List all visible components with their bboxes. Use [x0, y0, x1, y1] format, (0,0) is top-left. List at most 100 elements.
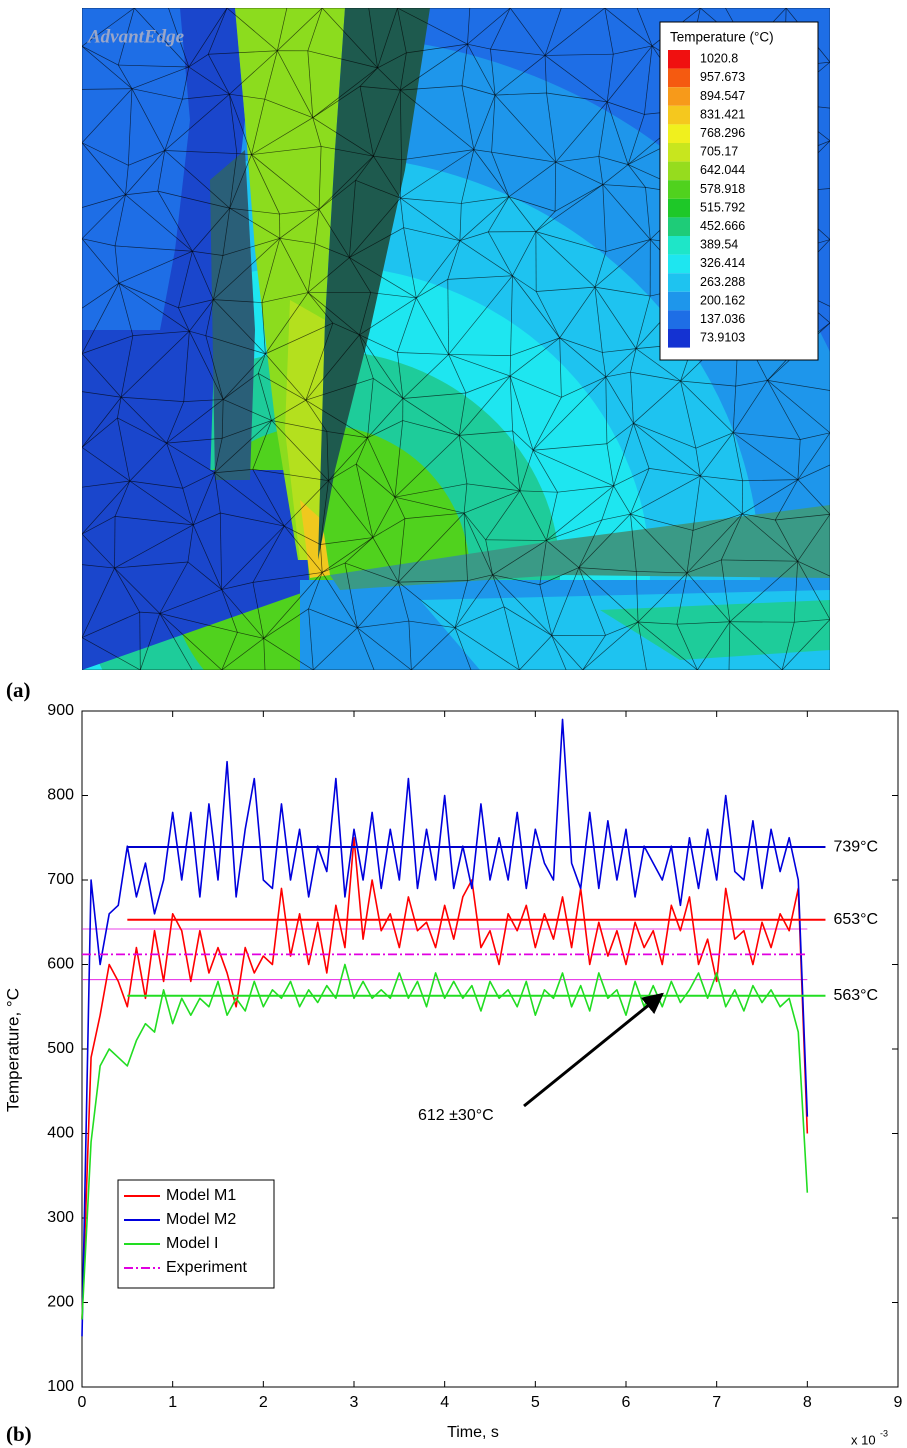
mesh-edge — [229, 50, 278, 95]
mesh-edge — [767, 380, 830, 391]
mesh-edge — [178, 307, 190, 332]
mesh-edge — [467, 43, 491, 50]
mesh-edge — [536, 286, 595, 292]
colorbar-label: 894.547 — [700, 89, 745, 103]
line-chart: 100 200 300 400 500 600 700 800 900 0 1 2 3 4 5 6 7 8 9 739… — [47, 702, 902, 1411]
mesh-edge — [125, 150, 166, 196]
panel-label: (a) — [6, 678, 31, 702]
mesh-edge — [546, 492, 558, 541]
mesh-edge — [284, 525, 323, 573]
mesh-edge — [532, 397, 562, 451]
mesh-edge — [192, 251, 214, 300]
mesh-edge — [223, 399, 272, 421]
mesh-edge — [400, 89, 475, 150]
mesh-edge — [633, 422, 701, 477]
colorbar-swatch — [668, 198, 690, 218]
mesh-edge — [193, 512, 221, 526]
mesh-edge — [307, 8, 323, 51]
mesh-edge — [82, 516, 116, 535]
mesh-edge — [594, 286, 637, 349]
mesh-edge — [312, 117, 374, 157]
mesh-edge — [284, 480, 329, 527]
mesh-edge — [551, 635, 567, 670]
mesh-edge — [377, 67, 401, 91]
mesh-edge — [359, 292, 372, 335]
mesh-edge — [775, 513, 830, 521]
mesh-edge — [188, 53, 209, 68]
colorbar-swatch — [668, 124, 690, 143]
mesh-edge — [82, 283, 120, 354]
mesh-edge — [633, 380, 681, 424]
mesh-edge — [742, 479, 799, 515]
mesh-edge — [372, 518, 406, 538]
mesh-edge — [349, 180, 356, 258]
mesh-edge — [559, 337, 562, 398]
mesh-edge — [551, 567, 580, 636]
mesh-edge — [399, 90, 402, 160]
mesh-edge — [114, 524, 194, 569]
mesh-edge — [332, 322, 360, 336]
mesh-edge — [559, 337, 603, 353]
mesh-edge — [189, 331, 224, 400]
mesh-edge — [213, 238, 281, 300]
mesh-edge — [512, 275, 537, 292]
mesh-edge — [349, 257, 417, 299]
mesh-edge — [578, 519, 603, 568]
mesh-edge — [519, 450, 534, 491]
mesh-edge — [166, 399, 224, 444]
mesh-edge — [357, 627, 412, 670]
mesh-edge — [252, 420, 272, 470]
mesh-edge — [178, 299, 214, 309]
mesh-edge — [82, 45, 119, 66]
mesh-edge — [257, 373, 272, 421]
mesh-edge — [400, 43, 468, 91]
mesh-edge — [781, 619, 830, 670]
mesh-edge — [503, 606, 552, 636]
mesh-edge — [692, 475, 701, 531]
mesh-edge — [794, 619, 830, 623]
mesh-edge — [797, 464, 830, 480]
mesh-edge — [251, 154, 320, 210]
mesh-edge — [182, 66, 190, 100]
colorbar: Temperature (°C) 1020.8 957.673 894.547 831… — [659, 21, 819, 361]
mesh-edge — [594, 251, 607, 288]
mesh-edge — [416, 279, 448, 299]
mesh-edge — [394, 435, 460, 498]
mesh-edge — [533, 443, 607, 451]
mesh-edge — [82, 88, 133, 144]
mesh-edge — [676, 621, 730, 625]
mesh-edge — [355, 463, 374, 538]
mesh-edge — [645, 187, 651, 240]
x-tick-label: 5 — [531, 1394, 540, 1411]
mesh-edge — [349, 257, 371, 293]
mesh-edge — [544, 8, 606, 56]
mesh-edge — [372, 497, 396, 538]
mesh-edge — [635, 571, 639, 623]
mesh-edge — [485, 539, 493, 575]
y-tick-label: 700 — [47, 871, 74, 888]
mesh-edge — [82, 611, 140, 638]
mesh-edge — [114, 480, 131, 517]
mesh-edge — [115, 516, 194, 526]
series-line — [81, 963, 809, 1320]
mesh-edge — [539, 540, 547, 585]
colorbar-swatch — [668, 180, 690, 199]
mesh-edge — [263, 638, 314, 670]
mesh-edge — [279, 209, 320, 215]
mesh-edge — [264, 50, 278, 100]
legend-label: Model M2 — [166, 1211, 236, 1228]
mesh-edge — [601, 352, 607, 378]
mesh-edge — [313, 627, 358, 670]
mesh-edge — [492, 540, 547, 576]
mesh-edge — [271, 399, 307, 421]
mesh-edge — [729, 560, 798, 623]
mesh-edge — [630, 372, 634, 424]
mesh-edge — [117, 417, 167, 444]
mesh-edge — [700, 475, 743, 482]
colorbar-swatch — [668, 161, 690, 181]
mesh-edge — [117, 8, 135, 66]
mesh-edge — [159, 589, 222, 614]
mesh-edge — [307, 292, 360, 336]
mesh-edge — [686, 559, 722, 574]
mesh-edge — [356, 463, 396, 498]
